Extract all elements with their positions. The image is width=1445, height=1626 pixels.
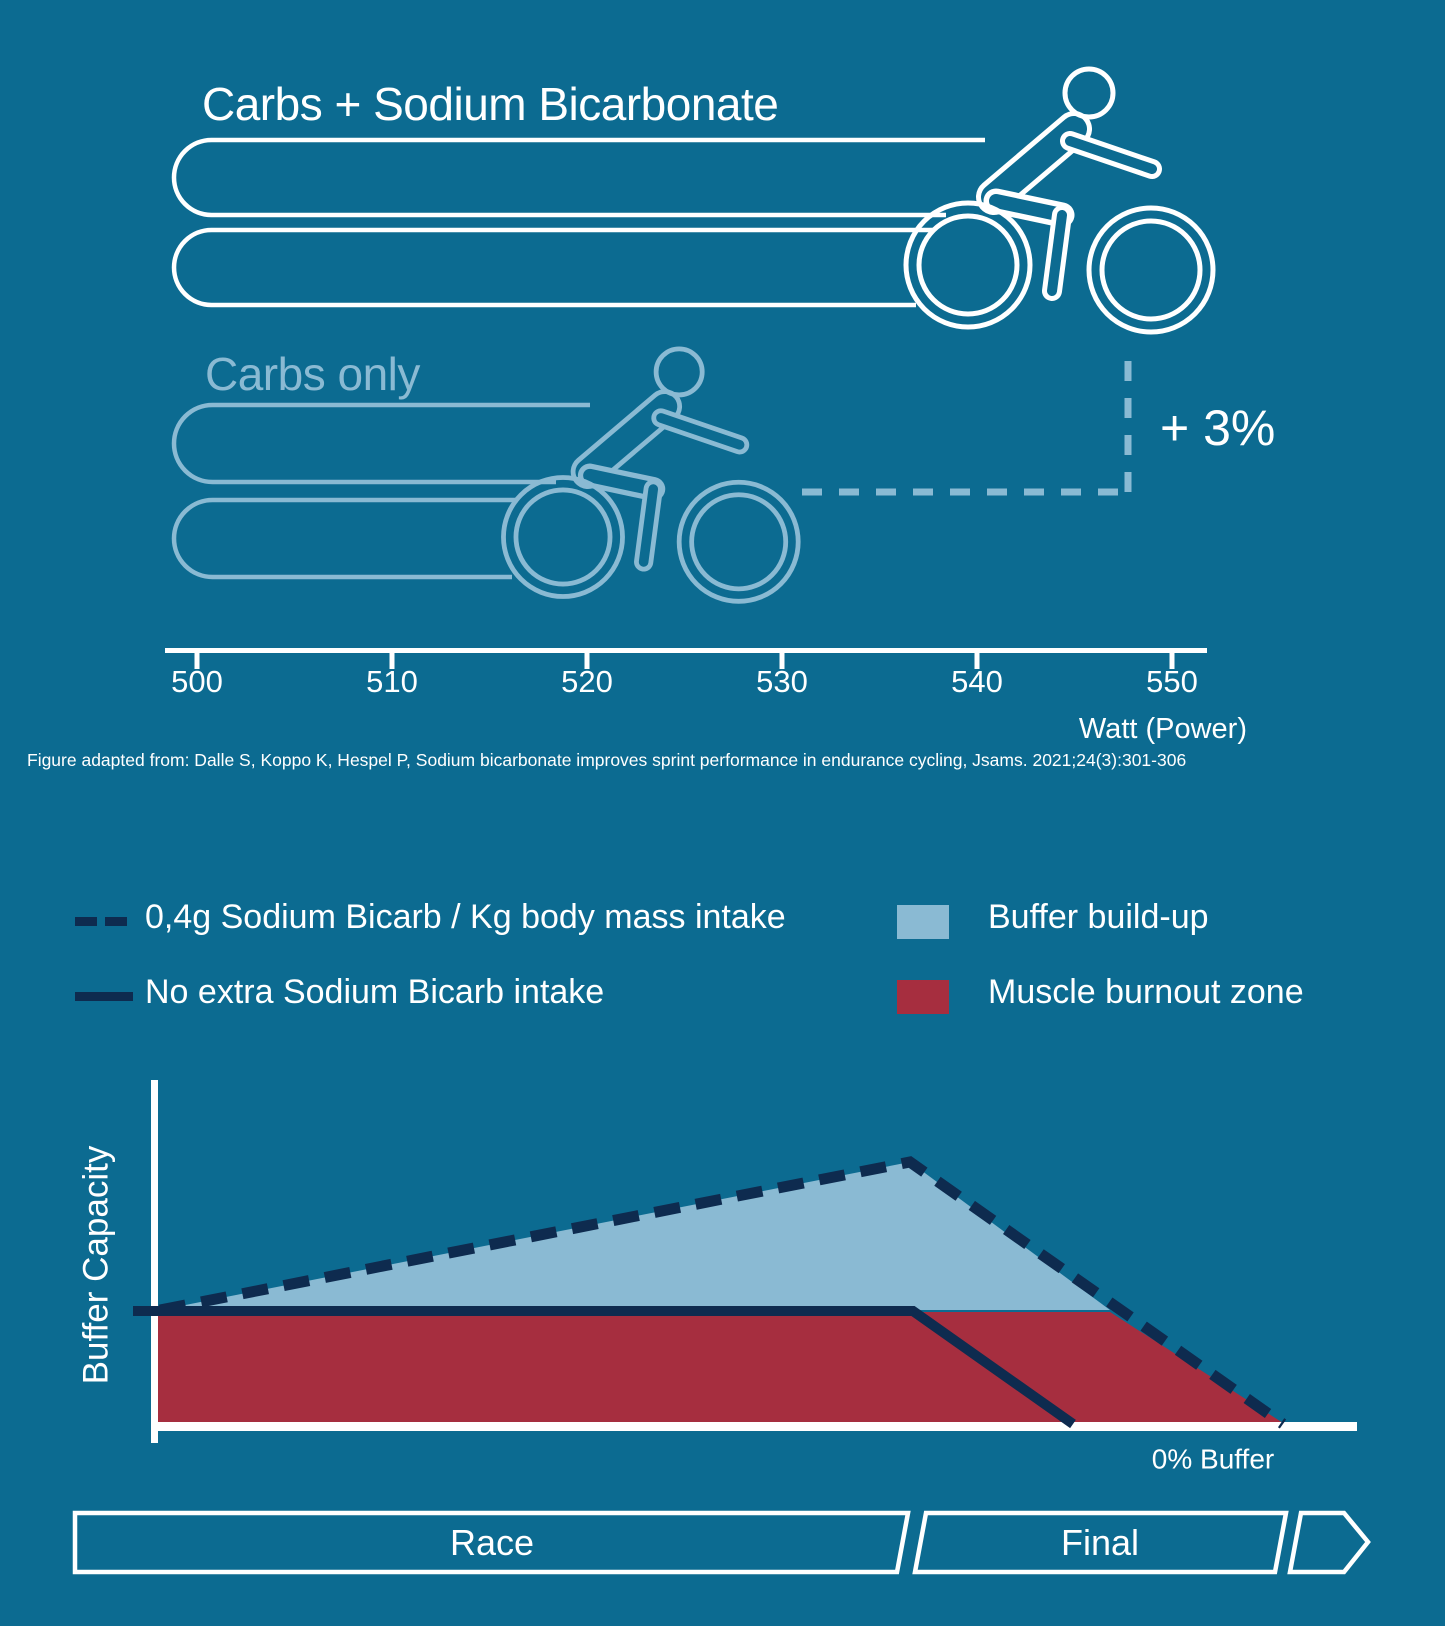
- buffer-capacity-axis-title: Buffer Capacity: [76, 1145, 116, 1385]
- cyclist-icon-carbs-only: [503, 349, 798, 601]
- buffer-build-up-area: [160, 1162, 1110, 1310]
- figure-source-caption: Figure adapted from: Dalle S, Koppo K, H…: [27, 750, 1187, 770]
- series-secondary-title: Carbs only: [205, 348, 420, 400]
- bar-carbs-1: [171, 402, 590, 485]
- delta-annotation: + 3%: [1160, 400, 1276, 456]
- watt-axis-tick: [974, 648, 980, 669]
- watt-axis-tick: [1169, 648, 1175, 669]
- no-bicarb-solid-line: [133, 1306, 1076, 1429]
- watt-axis-title: Watt (Power): [1078, 713, 1247, 745]
- delta-connector-dashed-line: [802, 352, 1132, 496]
- forward-arrow-icon: [1287, 1510, 1371, 1575]
- final-phase-box: [912, 1510, 1289, 1575]
- watt-tick-label: 520: [561, 664, 613, 699]
- buffer-y-axis: [151, 1080, 158, 1443]
- bar-bicarb-2: [171, 227, 933, 308]
- watt-axis-line: [165, 648, 1207, 653]
- buffer-x-axis: [151, 1422, 1357, 1431]
- race-phase-box: [72, 1510, 911, 1575]
- watt-axis-tick: [389, 648, 395, 669]
- legend-dashed-line-swatch: [75, 917, 127, 926]
- legend-burnout-label: Muscle burnout zone: [988, 973, 1304, 1011]
- race-phase-label: Race: [449, 1522, 535, 1564]
- muscle-burnout-area: [157, 1312, 1283, 1423]
- watt-tick-label: 550: [1146, 664, 1198, 699]
- watt-tick-label: 500: [171, 664, 223, 699]
- legend-buffer-label: Buffer build-up: [988, 898, 1209, 936]
- zero-buffer-label: 0% Buffer: [1151, 1443, 1275, 1475]
- watt-axis-tick: [584, 648, 590, 669]
- watt-axis-tick: [194, 648, 200, 669]
- bicarb-intake-dashed-line: [158, 1156, 1287, 1429]
- legend-solid-label: No extra Sodium Bicarb intake: [145, 973, 605, 1011]
- series-primary-title: Carbs + Sodium Bicarbonate: [202, 78, 779, 130]
- legend-buffer-swatch: [897, 905, 949, 939]
- watt-tick-label: 540: [951, 664, 1003, 699]
- watt-tick-label: 510: [366, 664, 418, 699]
- legend-burnout-swatch: [897, 980, 949, 1014]
- watt-tick-label: 530: [756, 664, 808, 699]
- watt-axis-tick: [779, 648, 785, 669]
- cyclist-icon-bicarb: [906, 69, 1213, 332]
- final-phase-label: Final: [1060, 1522, 1140, 1564]
- bar-bicarb-1: [171, 137, 985, 218]
- legend-dashed-label: 0,4g Sodium Bicarb / Kg body mass intake: [145, 898, 786, 936]
- bar-carbs-2: [171, 497, 518, 580]
- legend-solid-line-swatch: [75, 992, 133, 1001]
